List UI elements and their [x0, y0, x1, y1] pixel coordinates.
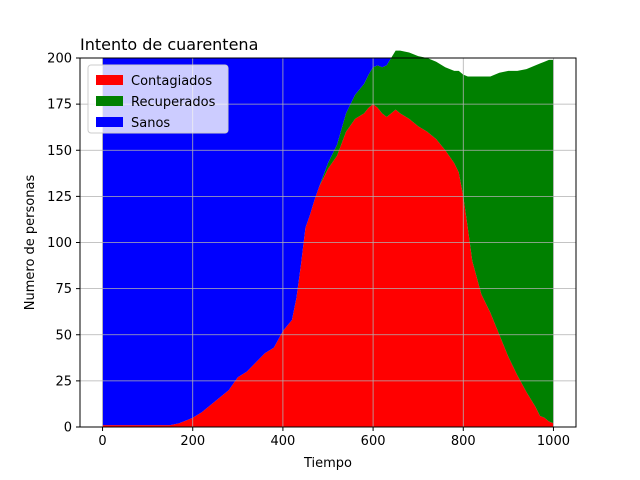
legend-swatch-contagiados: [96, 75, 123, 85]
y-tick-label: 0: [64, 421, 72, 436]
area-recuperados: [102, 50, 554, 426]
x-tick-label: 200: [180, 434, 205, 449]
x-tick-label: 400: [270, 434, 295, 449]
y-tick-label: 100: [47, 236, 72, 251]
y-tick-label: 50: [55, 328, 72, 343]
legend-swatch-recuperados: [96, 96, 123, 106]
x-tick-label: 1000: [537, 434, 570, 449]
x-tick-label: 0: [98, 434, 106, 449]
y-tick-label: 200: [47, 52, 72, 67]
legend-label-sanos: Sanos: [131, 116, 170, 131]
y-tick-label: 75: [55, 282, 72, 297]
y-axis-label: Numero de personas: [23, 175, 38, 311]
x-axis-label: Tiempo: [303, 456, 352, 471]
x-axis-ticks: 0 200 400 600 800 1000: [98, 427, 570, 449]
legend-swatch-sanos: [96, 117, 123, 127]
y-tick-label: 25: [55, 374, 72, 389]
y-tick-label: 175: [47, 98, 72, 113]
y-tick-label: 125: [47, 190, 72, 205]
area-contagiados: [102, 104, 554, 427]
x-tick-label: 600: [361, 434, 386, 449]
area-sanos: [102, 50, 554, 426]
legend-label-recuperados: Recuperados: [131, 95, 216, 110]
legend-label-contagiados: Contagiados: [131, 74, 212, 89]
y-tick-label: 150: [47, 144, 72, 159]
chart-title: Intento de cuarentena: [80, 35, 258, 54]
x-tick-label: 800: [451, 434, 476, 449]
legend: Contagiados Recuperados Sanos: [87, 64, 229, 134]
series-areas: [102, 50, 554, 427]
y-axis-ticks: 0 25 50 75 100 125 150 175 200: [47, 52, 80, 436]
